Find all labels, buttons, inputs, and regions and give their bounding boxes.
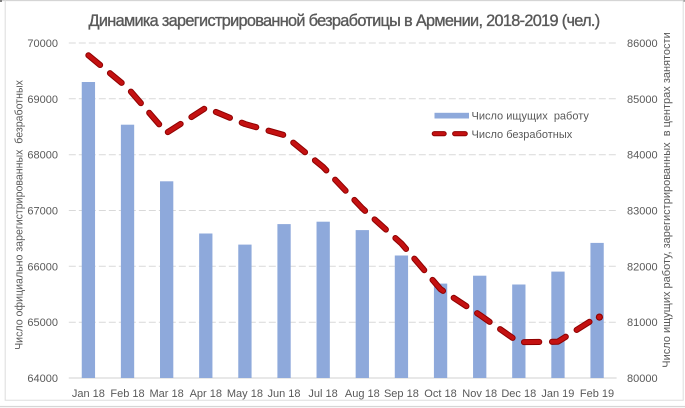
svg-text:85000: 85000 — [627, 94, 658, 106]
svg-text:82000: 82000 — [627, 261, 658, 273]
svg-text:68000: 68000 — [27, 150, 58, 162]
svg-text:Jul 18: Jul 18 — [308, 388, 337, 400]
svg-text:Jun 18: Jun 18 — [267, 388, 300, 400]
svg-text:70000: 70000 — [27, 38, 58, 50]
svg-text:Nov 18: Nov 18 — [462, 388, 497, 400]
svg-text:Mar 18: Mar 18 — [149, 388, 183, 400]
svg-text:Jan 19: Jan 19 — [541, 388, 574, 400]
svg-text:Aug 18: Aug 18 — [345, 388, 380, 400]
svg-text:69000: 69000 — [27, 94, 58, 106]
svg-text:Динамика зарегистрированной бе: Динамика зарегистрированной безработицы … — [89, 12, 600, 30]
svg-text:Apr 18: Apr 18 — [190, 388, 222, 400]
svg-text:Oct 18: Oct 18 — [424, 388, 456, 400]
svg-text:Sep 18: Sep 18 — [384, 388, 419, 400]
svg-text:May 18: May 18 — [227, 388, 263, 400]
svg-text:Число безработных: Число безработных — [472, 129, 573, 141]
svg-text:67000: 67000 — [27, 206, 58, 218]
svg-text:86000: 86000 — [627, 38, 658, 50]
svg-text:Dec 18: Dec 18 — [501, 388, 536, 400]
svg-text:84000: 84000 — [627, 150, 658, 162]
svg-text:64000: 64000 — [27, 373, 58, 385]
svg-text:81000: 81000 — [627, 317, 658, 329]
svg-text:Число официально зарегистриров: Число официально зарегистрированных безр… — [14, 79, 26, 349]
svg-text:Feb 19: Feb 19 — [580, 388, 614, 400]
svg-text:66000: 66000 — [27, 261, 58, 273]
svg-text:Число ищущих работу: Число ищущих работу — [472, 111, 590, 123]
svg-text:Jan 18: Jan 18 — [72, 388, 105, 400]
svg-text:Число ищущих работу, зарегистр: Число ищущих работу, зарегистрированных … — [661, 32, 673, 367]
svg-text:Feb 18: Feb 18 — [110, 388, 144, 400]
svg-text:83000: 83000 — [627, 206, 658, 218]
svg-text:65000: 65000 — [27, 317, 58, 329]
svg-text:80000: 80000 — [627, 373, 658, 385]
